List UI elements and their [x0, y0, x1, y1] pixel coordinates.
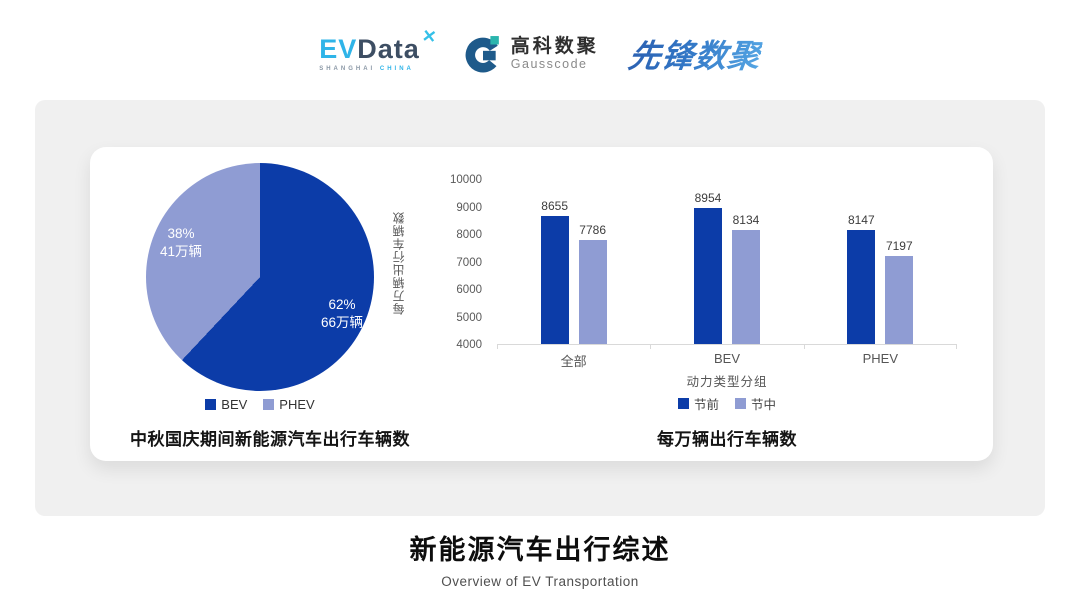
- charts-card: 38% 41万辆 62% 66万辆 BEV PHEV 中秋国庆期间新能源汽车出行…: [90, 147, 993, 461]
- x-axis-tick: [803, 345, 805, 349]
- evdata-ev-text: EV: [319, 34, 358, 64]
- y-tick-label: 10000: [450, 174, 482, 186]
- bar-节中-PHEV: 7197: [885, 239, 914, 344]
- gausscode-cn: 高科数聚: [510, 35, 599, 57]
- pie-legend-item-phev: PHEV: [263, 397, 315, 412]
- bar-节中-全部: 7786: [578, 223, 607, 344]
- x-axis-tick: [497, 345, 498, 349]
- evdata-subtext: SHANGHAI CHINA: [319, 66, 414, 72]
- page-title: 新能源汽车出行综述: [409, 535, 671, 565]
- y-tick-label: 5000: [456, 311, 482, 324]
- bar-group-BEV: 8954 8134: [650, 180, 803, 344]
- pie-chart: [146, 163, 374, 391]
- bar-value-label: 8655: [541, 199, 569, 213]
- bar-legend-item-pre: 节前: [677, 394, 719, 413]
- bar-value-label: 8954: [694, 190, 722, 205]
- bar-value-label: 7786: [579, 222, 607, 237]
- bar-节中-BEV: 8134: [731, 213, 760, 344]
- bar-节前-PHEV: 8147: [847, 213, 876, 344]
- bar-xaxis-labels: 全部 BEV PHEV: [497, 351, 957, 370]
- gausscode-logo: 高科数聚 Gausscode: [464, 35, 599, 73]
- y-tick-label: 9000: [456, 201, 482, 214]
- bev-swatch-icon: [205, 399, 217, 410]
- pie-chart-title: 中秋国庆期间新能源汽车出行车辆数: [130, 430, 410, 449]
- pie-slice-label-phev: 38% 41万辆: [159, 226, 203, 260]
- bar-yaxis-label: 每万辆出行车辆数: [392, 211, 406, 315]
- bar-节前-全部: 8655: [540, 199, 569, 344]
- bar-value-label: 7197: [885, 239, 913, 254]
- header: EVData ✕ SHANGHAI CHINA 高科数聚 Gausscode 先…: [0, 18, 1080, 90]
- pie-legend: BEV PHEV: [90, 397, 430, 412]
- x-axis-tick: [956, 345, 957, 349]
- evdata-wordmark: EVData: [319, 36, 420, 63]
- bar-group-PHEV: 8147 7197: [804, 180, 957, 344]
- bar-group-全部: 8655 7786: [497, 180, 650, 344]
- bar-节前-BEV: 8954: [693, 191, 722, 344]
- y-tick-label: 8000: [456, 229, 482, 241]
- x-axis-tick: [650, 345, 652, 349]
- gausscode-text: 高科数聚 Gausscode: [510, 35, 599, 72]
- bar-value-label: 8134: [732, 213, 760, 228]
- page-subtitle: Overview of EV Transportation: [441, 574, 639, 589]
- pie-slice-label-bev: 62% 66万辆: [320, 297, 364, 331]
- x-tick-label-PHEV: PHEV: [862, 351, 899, 366]
- y-tick-label: 7000: [456, 256, 482, 269]
- mid-holiday-swatch-icon: [735, 398, 746, 409]
- pre-holiday-swatch-icon: [677, 398, 689, 409]
- gausscode-g-icon: [465, 36, 501, 73]
- gausscode-en: Gausscode: [510, 56, 588, 71]
- evdata-data-text: Data: [357, 34, 420, 64]
- bar-legend: 节前 节中: [497, 394, 957, 413]
- bar-xaxis-title: 动力类型分组: [686, 375, 768, 389]
- bar-chart-title: 每万辆出行车辆数: [657, 430, 797, 449]
- evdata-x-icon: ✕: [420, 26, 438, 47]
- bar-legend-item-mid: 节中: [735, 394, 776, 413]
- bar-yaxis-ticks: 10000 9000 8000 7000 6000 5000 4000: [420, 174, 482, 351]
- bar-plot-area: 8655 7786 8954 8134 8147 7197: [497, 180, 957, 349]
- bar-value-label: 8147: [847, 212, 875, 227]
- pie-legend-item-bev: BEV: [205, 397, 247, 412]
- y-tick-label: 6000: [456, 284, 482, 296]
- xianfeng-logo: 先锋数聚: [626, 31, 764, 77]
- x-tick-label-全部: 全部: [560, 354, 587, 369]
- phev-swatch-icon: [263, 399, 275, 410]
- y-tick-label: 4000: [456, 339, 482, 351]
- evdata-logo: EVData ✕ SHANGHAI CHINA: [319, 26, 437, 72]
- x-tick-label-BEV: BEV: [713, 351, 740, 366]
- footer: 新能源汽车出行综述 Overview of EV Transportation: [0, 528, 1080, 589]
